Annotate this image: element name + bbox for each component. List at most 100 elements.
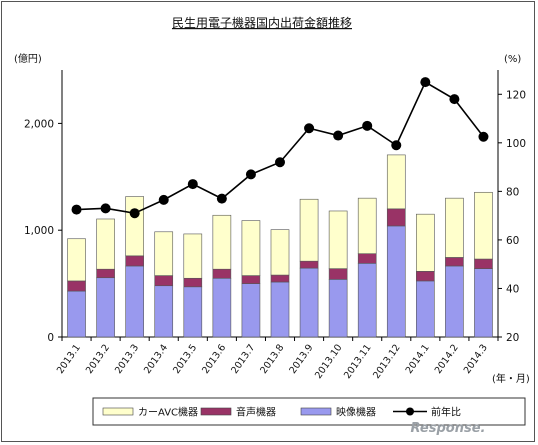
bar-segment [270, 281, 290, 338]
line-point [362, 120, 373, 131]
legend-label: 音声機器 [236, 406, 276, 419]
x-axis-tick-label: 2013.7 [229, 342, 257, 376]
bar-segment [241, 283, 261, 338]
bar-segment [357, 263, 377, 338]
watermark: Response. [411, 421, 486, 436]
legend-swatch-marker [406, 407, 414, 416]
bar-segment [445, 197, 464, 258]
x-axis-tick-label: 2013.5 [171, 342, 199, 376]
x-axis-tick-label: 2014.1 [404, 342, 432, 376]
x-axis-tick-label: 2013.6 [200, 342, 228, 376]
line-point [71, 204, 82, 215]
line-point [304, 123, 315, 134]
x-axis-tick-label: 2014.3 [462, 342, 490, 376]
legend-swatch [102, 407, 134, 416]
x-axis-tick-label: 2013.12 [371, 342, 403, 380]
bar-segment [125, 196, 144, 257]
line-point [245, 169, 256, 180]
right-axis-tick-label: 120 [506, 89, 526, 101]
right-axis-unit: (%) [504, 54, 521, 65]
legend: カーAVC機器 音声機器 映像機器 前年比 [92, 397, 526, 426]
x-axis-tick-label: 2013.9 [287, 342, 315, 376]
bar-segment [474, 268, 493, 338]
line-point [449, 94, 460, 105]
legend-label: 前年比 [431, 406, 461, 419]
x-axis-tick-label: 2013.8 [258, 342, 286, 376]
legend-swatch [200, 407, 232, 416]
bar-segment [386, 225, 406, 338]
x-axis-tick-label: 2013.2 [84, 342, 112, 376]
bar-segment [270, 229, 290, 276]
bar-segment [67, 290, 86, 338]
bar-segment [183, 286, 203, 338]
bar-segment [212, 214, 232, 270]
bar-segment [67, 280, 86, 292]
left-axis-unit: (億円) [14, 52, 42, 65]
bar-segment [125, 265, 144, 338]
x-axis-tick-label: 2013.10 [313, 342, 345, 380]
bar-segment [416, 271, 435, 282]
line-series-yoy [76, 81, 485, 215]
bar-segment [96, 218, 115, 270]
line-point [391, 140, 402, 151]
bar-segment [67, 238, 86, 282]
bar-segment [154, 275, 174, 287]
bar-segment [474, 258, 493, 269]
bar-segment [386, 154, 406, 210]
left-axis-tick-label: 2,000 [24, 118, 54, 130]
bar-segment [183, 233, 203, 279]
line-point [275, 157, 285, 168]
legend-label: カーAVC機器 [138, 406, 198, 419]
chart-title: 民生用電子機器国内出荷金額推移 [172, 15, 352, 30]
x-axis-tick-label: 2013.3 [113, 342, 141, 376]
bar-segment [212, 268, 232, 279]
bar-segment [328, 210, 348, 269]
x-axis-tick-label: 2014.2 [433, 342, 461, 376]
left-axis-tick-label: 1,000 [24, 225, 54, 237]
bar-segment [270, 274, 290, 283]
line-point [158, 194, 169, 205]
bar-segment [154, 231, 174, 276]
x-axis-unit: (年・月) [492, 372, 530, 385]
bar-segment [328, 279, 348, 338]
x-axis-tick-label: 2013.11 [342, 342, 374, 380]
right-axis-tick-label: 100 [506, 138, 526, 150]
bar-segment [416, 280, 435, 338]
left-axis-tick-label: 0 [47, 332, 54, 344]
bar-segment [241, 275, 261, 284]
bar-segment [125, 255, 144, 267]
right-axis-tick-label: 80 [506, 186, 519, 198]
bar-segment [445, 257, 464, 267]
bar-segment [212, 277, 232, 338]
right-axis-tick-label: 60 [506, 235, 519, 247]
bar-segment [357, 253, 377, 264]
line-point [187, 179, 198, 190]
bar-segment [96, 277, 115, 338]
bar-segment [386, 208, 406, 227]
bar-segment [96, 268, 115, 279]
line-point [478, 131, 489, 142]
x-axis-tick-label: 2013.4 [142, 342, 170, 376]
bar-segment [154, 285, 174, 338]
x-axis-tick-label: 2013.1 [55, 342, 83, 376]
right-axis-tick-label: 40 [506, 283, 519, 295]
bar-segment [416, 213, 435, 272]
bar-segment [474, 191, 493, 260]
line-point [420, 77, 431, 88]
bar-segment [357, 197, 377, 254]
bar-segment [299, 260, 319, 269]
bar-segment [299, 267, 319, 338]
bar-segment [299, 198, 319, 262]
line-point [129, 208, 140, 219]
bar-segment [241, 220, 261, 276]
line-point [216, 193, 227, 204]
bar-segment [445, 265, 464, 338]
bar-segment [328, 268, 348, 280]
legend-swatch [300, 407, 332, 416]
bar-segment [183, 277, 203, 288]
right-axis-tick-label: 20 [506, 332, 519, 344]
line-point [100, 203, 111, 214]
line-point [333, 130, 344, 141]
